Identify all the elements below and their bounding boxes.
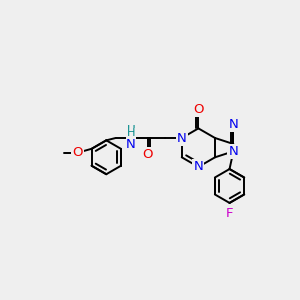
Text: N: N <box>177 131 187 145</box>
Text: N: N <box>126 138 136 151</box>
Text: N: N <box>229 145 238 158</box>
Text: O: O <box>142 148 153 161</box>
Text: N: N <box>194 160 203 173</box>
Text: F: F <box>226 207 233 220</box>
Text: O: O <box>193 103 204 116</box>
Text: O: O <box>73 146 83 159</box>
Text: N: N <box>229 118 238 131</box>
Text: H: H <box>127 128 135 138</box>
Text: H
N: H N <box>127 124 135 152</box>
